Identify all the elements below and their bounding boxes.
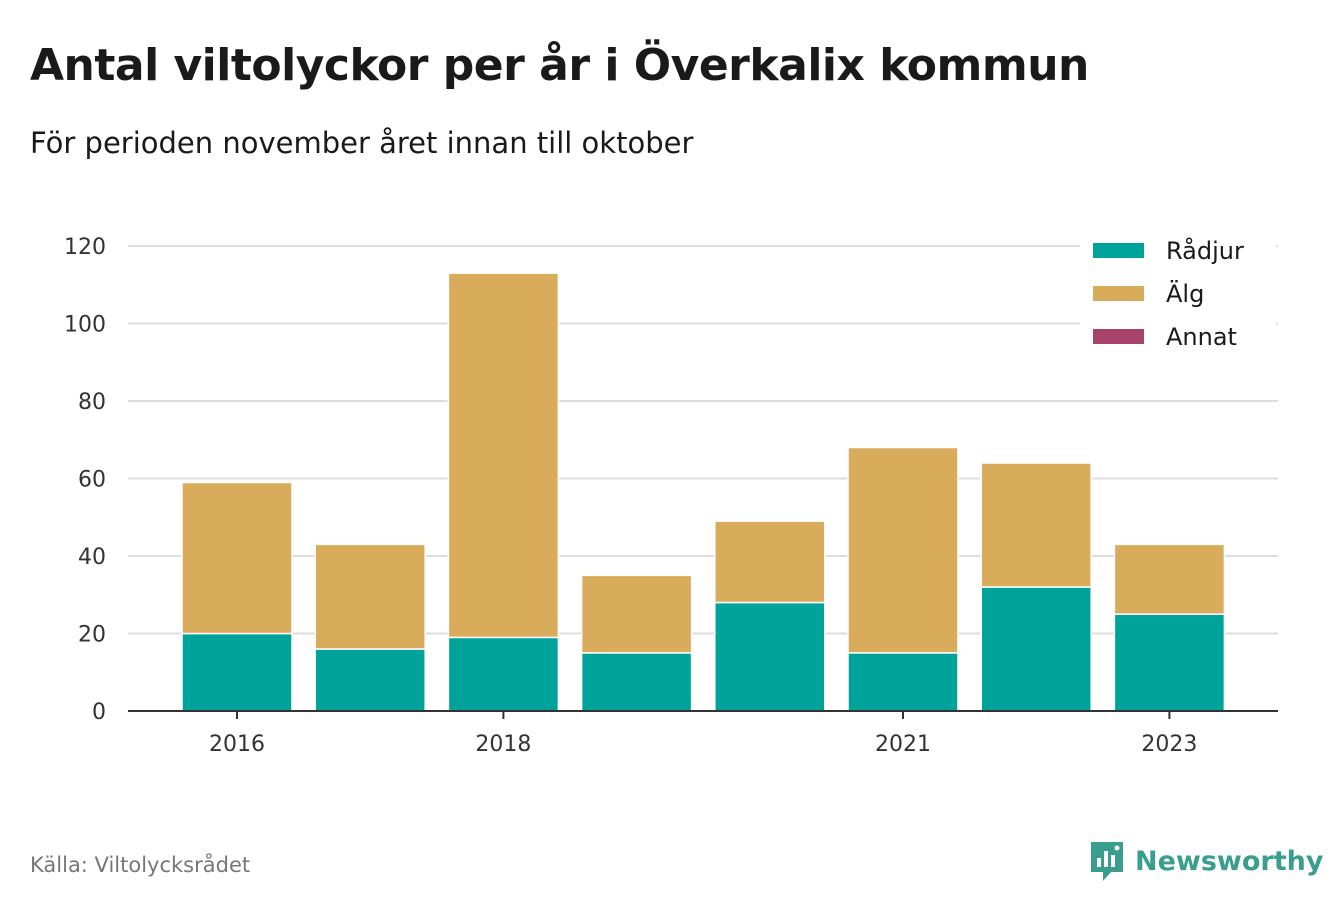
y-tick-label: 0: [92, 700, 106, 725]
legend: Rådjur Älg Annat: [1080, 232, 1276, 369]
x-axis-ticks: 2016 2018 2021 2023: [209, 711, 1197, 757]
bar-segment-älg: [447, 272, 560, 639]
y-tick-label: 40: [78, 545, 106, 570]
brand-logo: Newsworthy: [1089, 840, 1323, 882]
x-tick-label: 2021: [875, 732, 931, 757]
legend-swatch-älg: [1093, 286, 1144, 301]
legend-swatch-annat: [1093, 329, 1144, 344]
x-tick-label: 2016: [209, 732, 265, 757]
legend-label: Älg: [1166, 279, 1204, 308]
y-tick-label: 120: [64, 235, 106, 260]
bar-segment-älg: [181, 481, 293, 635]
x-tick-label: 2018: [475, 732, 531, 757]
legend-swatch-rådjur: [1093, 243, 1144, 258]
brand-name: Newsworthy: [1135, 845, 1324, 877]
bar-segment-annat: [181, 480, 293, 484]
bar-segment-älg: [980, 462, 1092, 588]
bar-segment-rådjur: [847, 652, 959, 712]
bar-segment-älg: [580, 574, 693, 654]
bar-group: [181, 272, 1226, 712]
source-note: Källa: Viltolycksrådet: [30, 853, 251, 877]
bar-segment-älg: [1113, 543, 1226, 615]
x-tick-label: 2023: [1141, 732, 1197, 757]
chart-title: Antal viltolyckor per år i Överkalix kom…: [30, 40, 1089, 91]
y-tick-label: 20: [78, 623, 106, 648]
bar-segment-rådjur: [447, 636, 560, 712]
bar-chart-speech-bubble-icon: [1091, 842, 1123, 881]
bar-segment-älg: [714, 520, 826, 604]
legend-label: Annat: [1166, 323, 1237, 351]
bar-segment-rådjur: [714, 601, 826, 712]
legend-label: Rådjur: [1166, 236, 1244, 265]
bar-segment-rådjur: [314, 648, 426, 712]
chart-subtitle: För perioden november året innan till ok…: [30, 126, 694, 160]
bar-segment-rådjur: [1113, 613, 1226, 712]
y-tick-label: 100: [64, 313, 106, 338]
bar-segment-rådjur: [181, 632, 293, 712]
bar-segment-rådjur: [980, 586, 1092, 712]
bar-segment-rådjur: [580, 652, 693, 712]
bar-segment-älg: [847, 446, 959, 654]
y-tick-label: 80: [78, 390, 106, 415]
bar-segment-älg: [314, 543, 426, 650]
y-axis-tick-labels: 0 20 40 60 80 100 120: [64, 235, 106, 725]
y-tick-label: 60: [78, 468, 106, 493]
